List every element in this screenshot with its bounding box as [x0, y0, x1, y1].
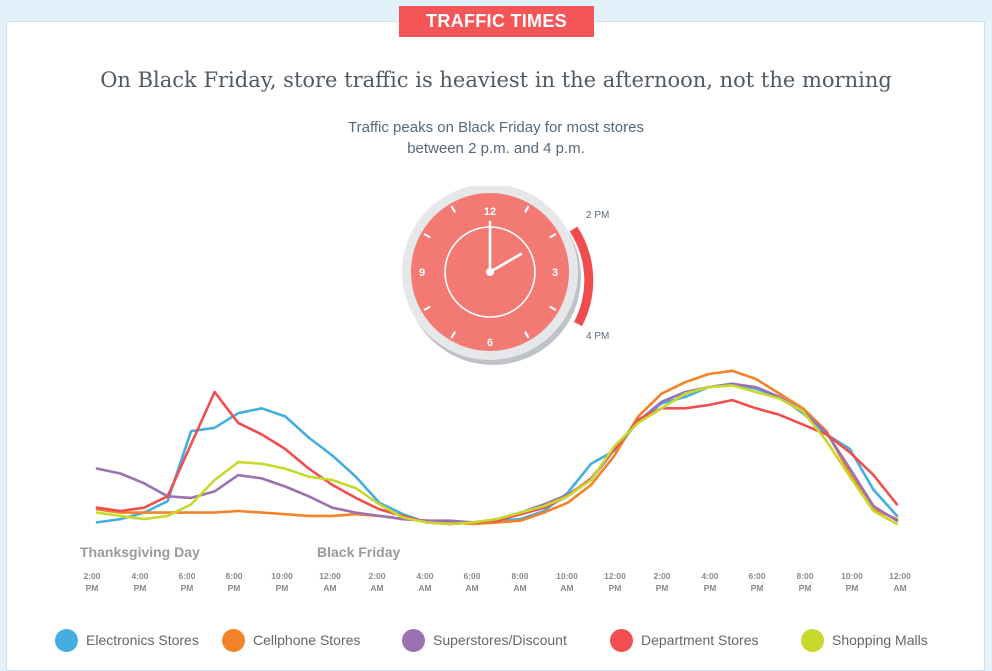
x-tick-time: 4:00 [416, 571, 434, 581]
x-tick-ampm: PM [85, 583, 99, 593]
x-tick-time: 10:00 [271, 571, 293, 581]
legend-swatch-department [610, 628, 633, 652]
x-tick-ampm: PM [180, 583, 194, 593]
chart-legend: Electronics Stores Cellphone Stores Supe… [0, 627, 992, 653]
series-line-department-stores [95, 390, 899, 526]
section-banner: TRAFFIC TIMES [399, 6, 594, 37]
clock-center [486, 268, 494, 276]
x-tick-time: 12:00 [604, 571, 626, 581]
x-tick-ampm: AM [465, 583, 479, 593]
clock-number-9: 9 [419, 267, 425, 279]
x-tick-ampm: AM [560, 583, 574, 593]
x-tick-time: 6:00 [178, 571, 196, 581]
x-tick-label: 6:00 PM [735, 570, 779, 594]
x-tick-time: 12:00 [889, 571, 911, 581]
x-tick-label: 12:00 PM [593, 570, 637, 594]
x-tick-time: 2:00 [83, 571, 101, 581]
clock-number-6: 6 [487, 337, 493, 349]
x-tick-time: 2:00 [368, 571, 386, 581]
x-tick-label: 6:00 PM [165, 570, 209, 594]
clock-range-end: 4 PM [586, 331, 610, 342]
legend-swatch-malls [801, 628, 824, 652]
x-tick-ampm: PM [133, 583, 147, 593]
x-tick-label: 4:00 PM [118, 570, 162, 594]
legend-label-cellphone: Cellphone Stores [253, 632, 361, 648]
x-tick-time: 6:00 [748, 571, 766, 581]
day-label-thanksgiving: Thanksgiving Day [80, 544, 200, 560]
subtitle-line-2: between 2 p.m. and 4 p.m. [407, 140, 585, 157]
x-tick-time: 8:00 [796, 571, 814, 581]
x-tick-ampm: AM [323, 583, 337, 593]
headline: On Black Friday, store traffic is heavie… [100, 68, 892, 92]
x-tick-ampm: PM [655, 583, 669, 593]
x-tick-time: 2:00 [653, 571, 671, 581]
x-tick-time: 10:00 [841, 571, 863, 581]
legend-label-electronics: Electronics Stores [86, 632, 199, 648]
clock-peak-arc [569, 226, 594, 327]
x-tick-ampm: AM [370, 583, 384, 593]
x-tick-time: 8:00 [511, 571, 529, 581]
day-label-black-friday: Black Friday [317, 544, 401, 560]
x-tick-label: 8:00 PM [783, 570, 827, 594]
clock-range-start: 2 PM [586, 210, 610, 221]
legend-item-superstores: Superstores/Discount [402, 627, 567, 653]
x-tick-label: 12:00 AM [878, 570, 922, 594]
x-tick-label: 6:00 AM [450, 570, 494, 594]
x-tick-ampm: AM [893, 583, 907, 593]
x-tick-label: 8:00 AM [498, 570, 542, 594]
x-tick-ampm: PM [750, 583, 764, 593]
series-line-cellphone-stores [95, 369, 899, 526]
legend-item-electronics: Electronics Stores [55, 627, 199, 653]
x-tick-ampm: PM [227, 583, 241, 593]
x-tick-ampm: PM [608, 583, 622, 593]
legend-label-superstores: Superstores/Discount [433, 632, 567, 648]
x-tick-time: 4:00 [131, 571, 149, 581]
clock-number-3: 3 [552, 267, 558, 279]
x-tick-time: 12:00 [319, 571, 341, 581]
x-tick-ampm: AM [418, 583, 432, 593]
legend-label-malls: Shopping Malls [832, 632, 928, 648]
x-tick-label: 12:00 AM [308, 570, 352, 594]
x-tick-ampm: PM [275, 583, 289, 593]
subtitle: Traffic peaks on Black Friday for most s… [0, 117, 992, 159]
x-tick-time: 10:00 [556, 571, 578, 581]
x-tick-label: 10:00 PM [830, 570, 874, 594]
subtitle-line-1: Traffic peaks on Black Friday for most s… [348, 119, 644, 136]
legend-item-malls: Shopping Malls [801, 627, 928, 653]
x-tick-label: 2:00 AM [355, 570, 399, 594]
x-tick-ampm: PM [798, 583, 812, 593]
x-tick-label: 4:00 AM [403, 570, 447, 594]
x-tick-label: 2:00 PM [640, 570, 684, 594]
x-tick-label: 10:00 PM [260, 570, 304, 594]
legend-item-cellphone: Cellphone Stores [222, 627, 360, 653]
x-tick-label: 8:00 PM [212, 570, 256, 594]
x-tick-time: 6:00 [463, 571, 481, 581]
legend-swatch-electronics [55, 628, 78, 652]
clock-number-12: 12 [484, 206, 496, 218]
legend-swatch-superstores [402, 628, 425, 652]
clock-ticks [423, 205, 557, 339]
series-line-superstores-discount [95, 382, 899, 524]
x-tick-time: 8:00 [225, 571, 243, 581]
clock-icon: 12 3 6 9 [402, 186, 594, 365]
x-tick-time: 4:00 [701, 571, 719, 581]
series-line-electronics-stores [95, 382, 899, 526]
x-tick-label: 4:00 PM [688, 570, 732, 594]
clock-hour-hand [488, 252, 523, 274]
x-tick-ampm: PM [703, 583, 717, 593]
x-tick-ampm: AM [513, 583, 527, 593]
legend-item-department: Department Stores [610, 627, 759, 653]
legend-swatch-cellphone [222, 628, 245, 652]
x-tick-label: 2:00 PM [70, 570, 114, 594]
x-tick-ampm: PM [845, 583, 859, 593]
series-line-shopping-malls [95, 384, 899, 526]
x-tick-label: 10:00 AM [545, 570, 589, 594]
legend-label-department: Department Stores [641, 632, 759, 648]
